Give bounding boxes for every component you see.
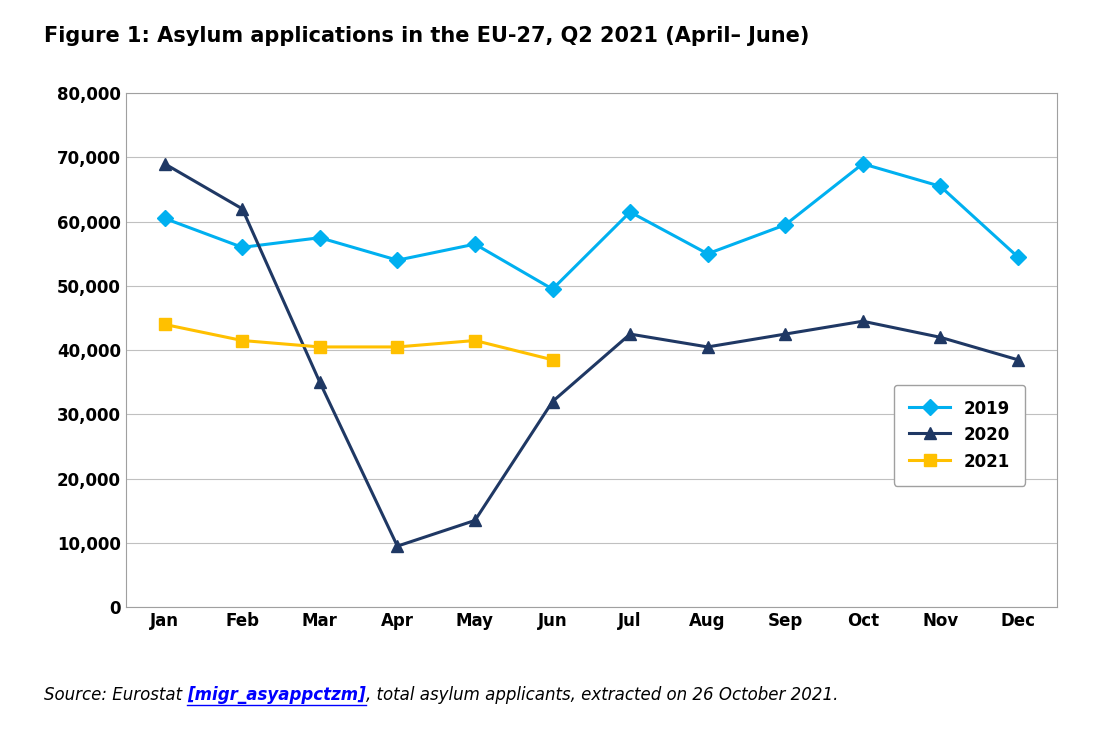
2019 [158, 214, 171, 223]
Text: Figure 1: Asylum applications in the EU-27, Q2 2021 (April– June): Figure 1: Asylum applications in the EU-… [44, 26, 809, 46]
2021 [469, 336, 482, 345]
Line: 2020: 2020 [159, 157, 1024, 552]
2019 [1012, 253, 1025, 261]
Text: [migr_asyappctzm]: [migr_asyappctzm] [187, 686, 366, 704]
2020 [391, 542, 404, 551]
2020 [701, 343, 714, 352]
2020 [313, 378, 326, 387]
2020 [779, 329, 792, 338]
2021 [391, 343, 404, 352]
2019 [235, 243, 249, 252]
2019 [469, 240, 482, 249]
2019 [856, 159, 869, 168]
2019 [391, 256, 404, 264]
2020 [856, 317, 869, 326]
2021 [235, 336, 249, 345]
2021 [546, 355, 560, 364]
2020 [1012, 355, 1025, 364]
2021 [158, 320, 171, 329]
Text: , total asylum applicants, extracted on 26 October 2021.: , total asylum applicants, extracted on … [366, 686, 839, 704]
2020 [158, 159, 171, 168]
2019 [934, 182, 947, 191]
Line: 2021: 2021 [159, 319, 558, 365]
2019 [701, 250, 714, 259]
2019 [779, 221, 792, 229]
2020 [235, 204, 249, 213]
2019 [623, 208, 636, 217]
2020 [469, 516, 482, 525]
2020 [934, 333, 947, 342]
Legend: 2019, 2020, 2021: 2019, 2020, 2021 [894, 384, 1025, 486]
2021 [313, 343, 326, 352]
2020 [546, 397, 560, 406]
2019 [546, 285, 560, 294]
Line: 2019: 2019 [159, 158, 1024, 295]
2019 [313, 233, 326, 242]
2020 [623, 329, 636, 338]
Text: Source: Eurostat: Source: Eurostat [44, 686, 187, 704]
